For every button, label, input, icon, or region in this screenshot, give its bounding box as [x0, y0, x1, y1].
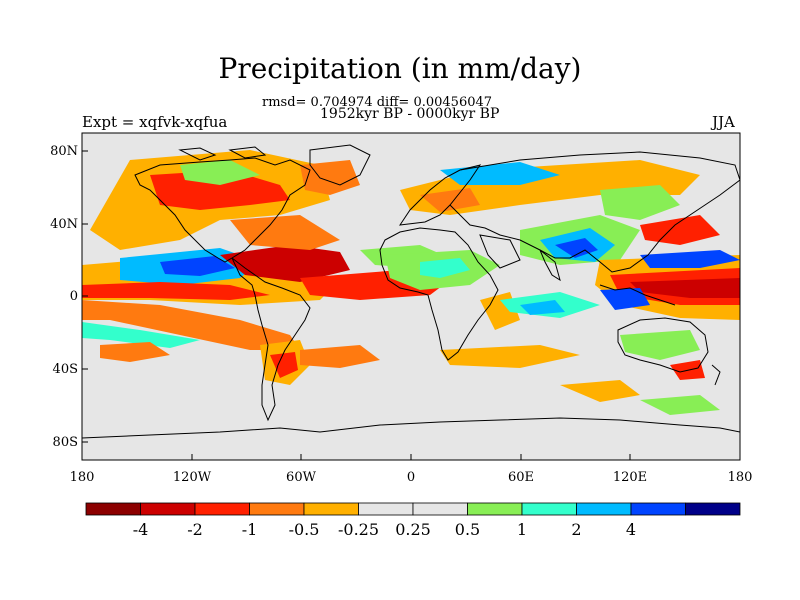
- region-indonesia-blue: [600, 288, 650, 310]
- colorbar-label: -0.25: [338, 520, 379, 539]
- lat-tick-80s: 80S: [53, 435, 78, 450]
- region-s-indian-blue: [520, 300, 565, 315]
- lon-tick-0: 0: [407, 470, 415, 485]
- coastlines: [82, 144, 740, 439]
- region-ecuator-red: [82, 282, 270, 300]
- lon-tick-120e: 120E: [613, 470, 647, 485]
- region-south-pacific-blob: [100, 342, 170, 362]
- region-indian-deep-blue: [555, 238, 598, 258]
- region-west-pacific-dark: [630, 278, 740, 298]
- colorbar-label: 2: [571, 520, 581, 539]
- region-china-green: [600, 185, 680, 220]
- region-aus-green: [620, 330, 700, 360]
- region-sa-red: [270, 352, 298, 378]
- region-gulf-orange: [230, 215, 340, 250]
- colorbar-swatch: [685, 502, 741, 516]
- colorbar-swatch: [521, 502, 577, 516]
- colorbar-swatch: [576, 502, 632, 516]
- lon-axis: 180 120W 60W 0 60E 120E 180: [70, 454, 753, 485]
- region-eurasia-red: [420, 188, 480, 212]
- colorbar-swatch: [467, 502, 523, 516]
- region-southern-ocean-green: [640, 395, 720, 415]
- plot-title: Precipitation (in mm/day): [218, 52, 582, 85]
- lon-tick-120w: 120W: [173, 470, 212, 485]
- lat-axis: 80N 40N 0 40S 80S: [50, 144, 88, 450]
- colorbar-swatch: [140, 502, 196, 516]
- lat-tick-40n: 40N: [50, 217, 78, 232]
- colorbar-label: 0.5: [455, 520, 480, 539]
- lat-tick-80n: 80N: [50, 144, 78, 159]
- colorbar-swatch: [194, 502, 250, 516]
- colorbar-label: -4: [133, 520, 149, 539]
- colorbar-label: -1: [242, 520, 258, 539]
- colorbar-label: -0.5: [289, 520, 320, 539]
- lon-tick-180e: 180: [728, 470, 753, 485]
- stats-text: rmsd= 0.704974 diff= 0.00456047: [262, 95, 493, 110]
- region-east-pacific-deep-blue: [160, 256, 235, 276]
- lon-tick-60w: 60W: [286, 470, 317, 485]
- colorbar-swatch: [630, 502, 686, 516]
- region-japan-red: [640, 215, 720, 245]
- region-south-pacific-green: [82, 322, 200, 348]
- season-label: JJA: [712, 113, 735, 131]
- colorbar: -4 -2 -1 -0.5 -0.25 0.25 0.5 1 2 4: [85, 502, 741, 539]
- lat-tick-0: 0: [70, 289, 78, 304]
- region-southern-ocean-2: [440, 345, 580, 368]
- colorbar-label: 4: [626, 520, 636, 539]
- region-africa-blue: [420, 258, 470, 278]
- colorbar-swatch: [85, 502, 141, 516]
- lat-tick-40s: 40S: [53, 362, 78, 377]
- experiment-label: Expt = xqfvk-xqfua: [82, 113, 228, 131]
- colorbar-swatch: [358, 502, 414, 516]
- period-text: 1952kyr BP - 0000kyr BP: [320, 106, 500, 122]
- lon-tick-60e: 60E: [508, 470, 534, 485]
- colorbar-label: 0.25: [395, 520, 431, 539]
- colorbar-swatch: [412, 502, 468, 516]
- colorbar-label: 1: [517, 520, 527, 539]
- region-west-pacific-blue: [640, 250, 740, 268]
- region-labrador-red: [300, 160, 360, 195]
- region-arctic-green: [180, 160, 260, 185]
- colorbar-label: -2: [187, 520, 203, 539]
- colorbar-swatch: [303, 502, 359, 516]
- lon-tick-180w: 180: [70, 470, 95, 485]
- precip-field: [82, 150, 740, 415]
- region-southern-ocean-orange: [300, 345, 380, 368]
- region-southern-ocean-3: [560, 380, 640, 402]
- region-south-pacific-orange: [82, 300, 300, 350]
- colorbar-swatch: [249, 502, 305, 516]
